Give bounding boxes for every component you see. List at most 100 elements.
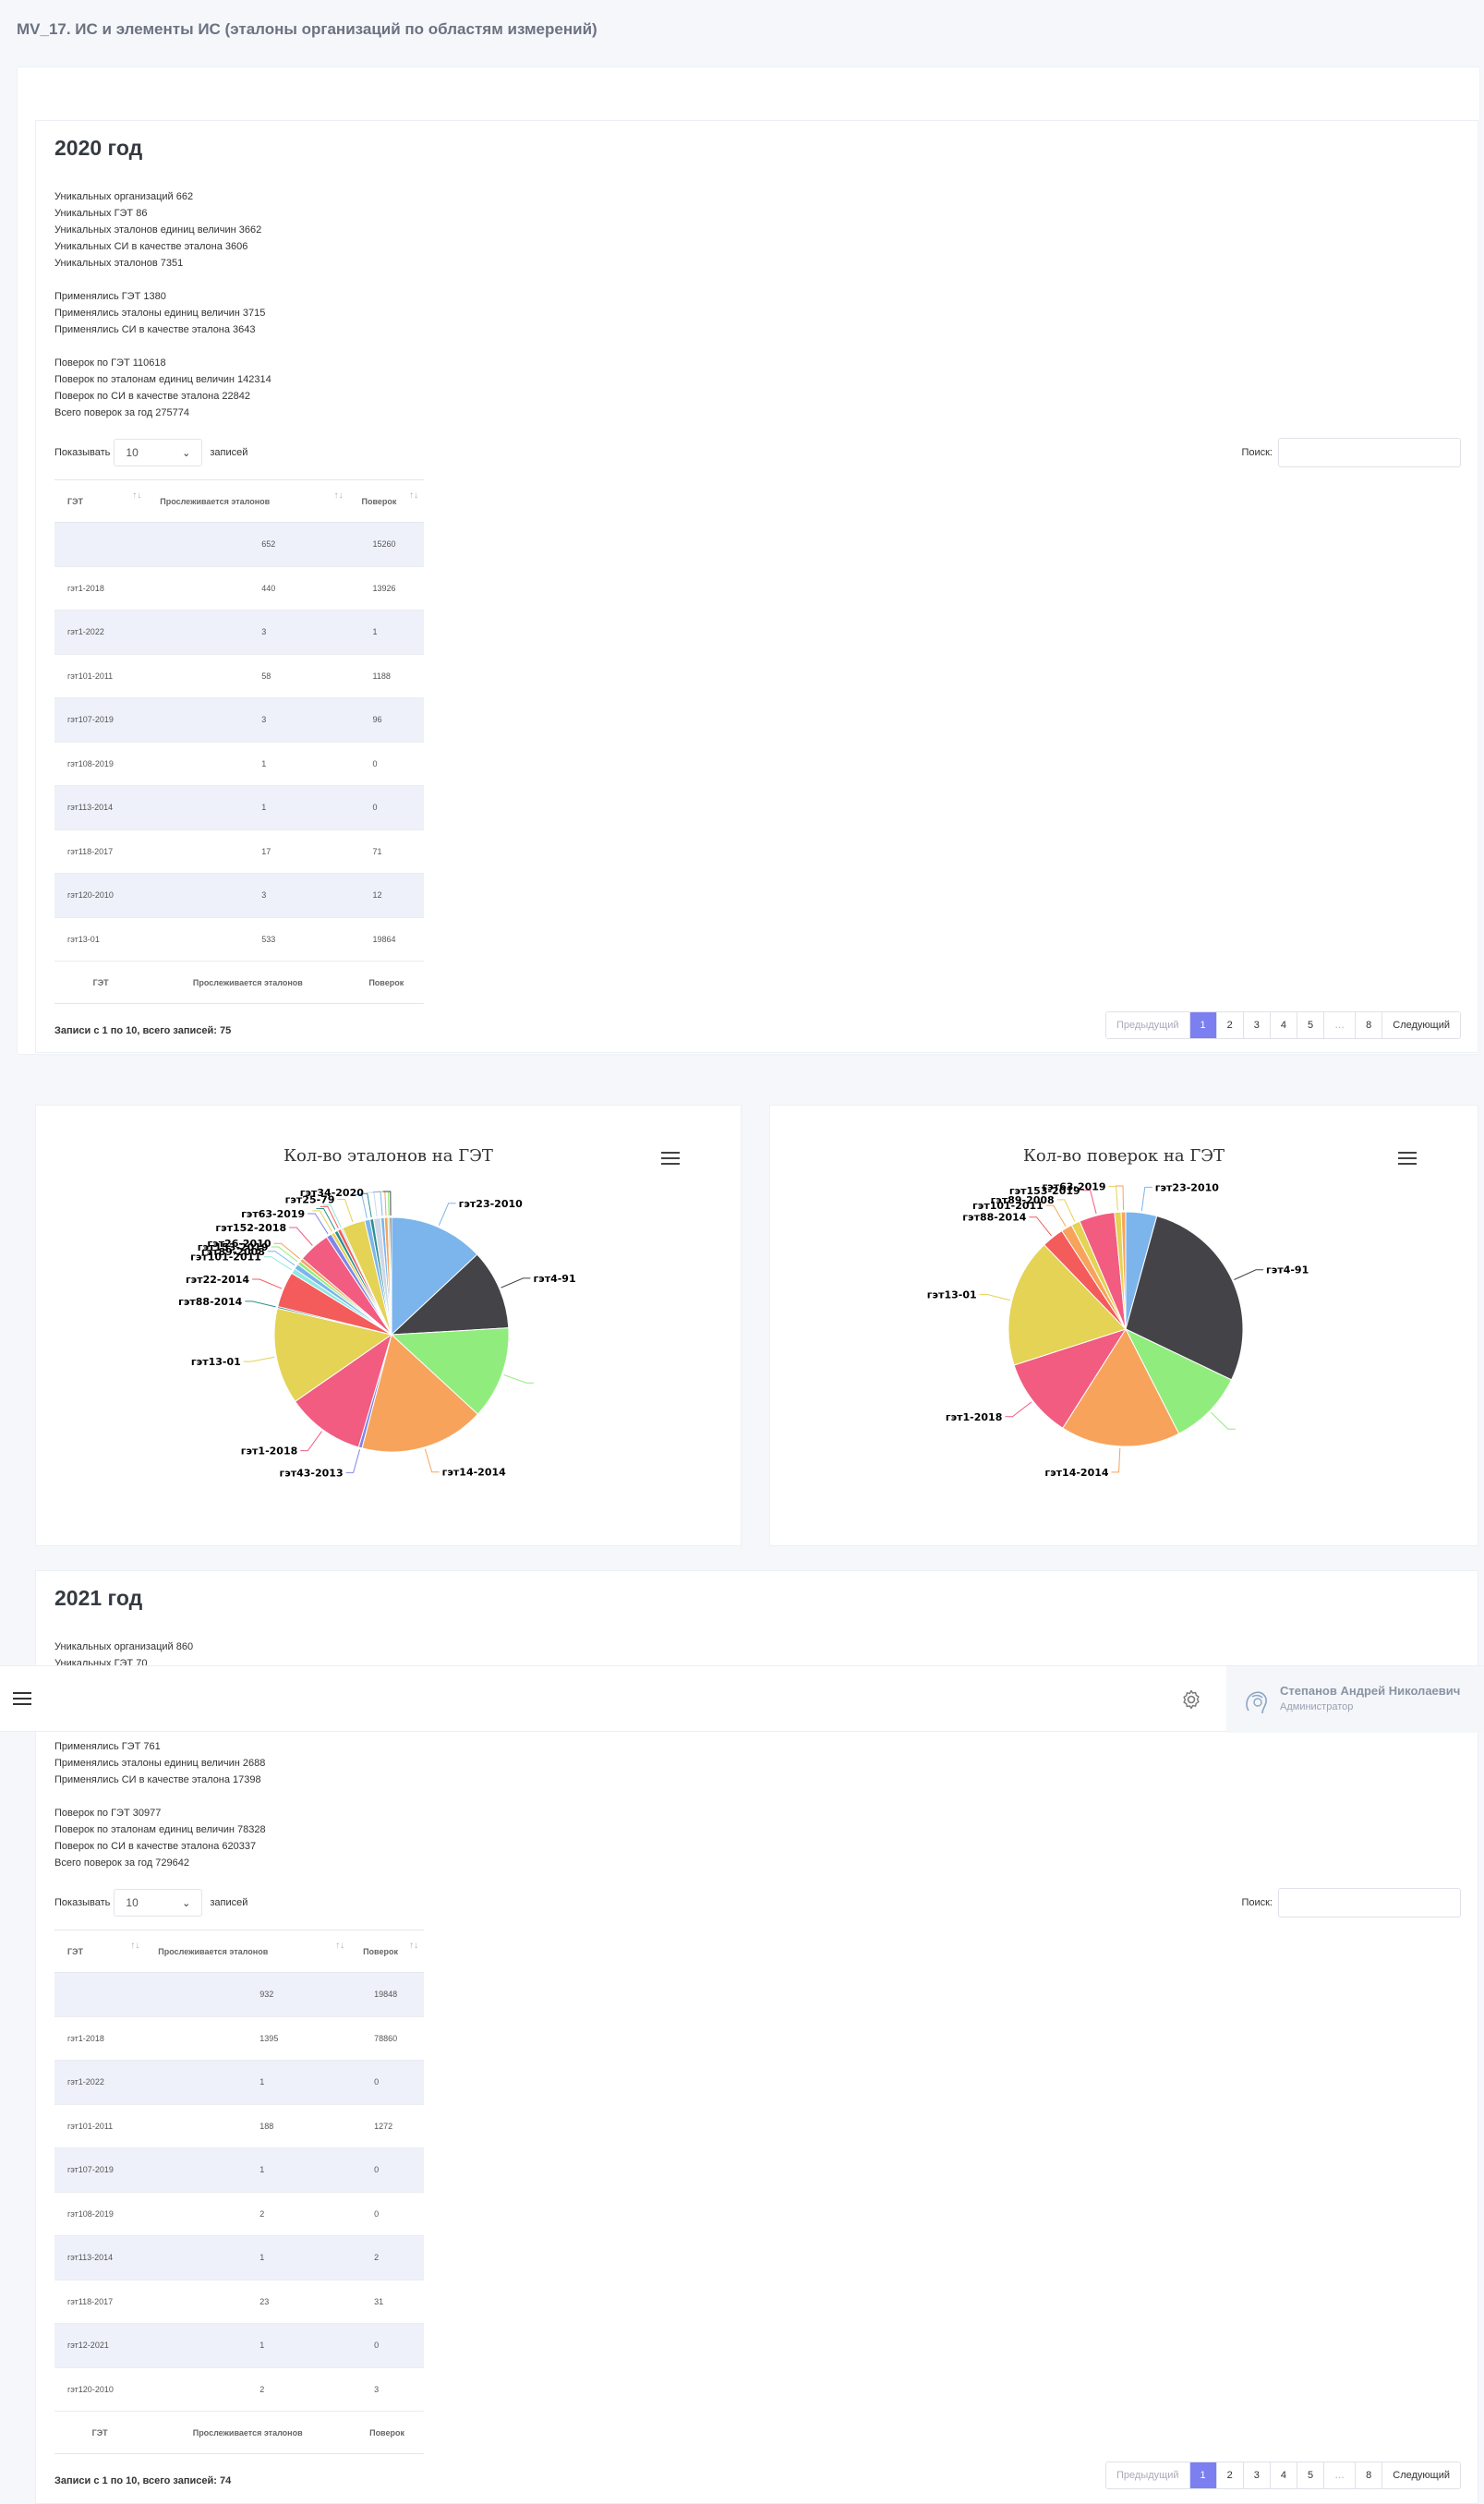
page-length-select[interactable]: 10 ⌄ <box>114 439 203 466</box>
page-button[interactable]: 4 <box>1270 1012 1297 1038</box>
stat-line: Применялись ГЭТ 1380 <box>54 291 166 302</box>
page-button[interactable]: 2 <box>1216 1012 1244 1038</box>
pie-slice[interactable] <box>1120 1211 1127 1330</box>
next-button[interactable]: Следующий <box>1382 1012 1460 1038</box>
table-row[interactable]: гэт101-2011 188 1272 <box>54 2104 424 2148</box>
tracked-cell: 58 <box>147 654 349 698</box>
page-title: MV_17. ИС и элементы ИС (эталоны организ… <box>17 20 597 38</box>
gear-icon[interactable] <box>1180 1688 1202 1711</box>
table-row[interactable]: гэт1-2022 3 1 <box>54 610 424 655</box>
table-row[interactable]: гэт107-2019 3 96 <box>54 697 424 743</box>
data-table: ГЭТ ↑↓ Прослеживается эталонов ↑↓ Поверок ↑… <box>54 479 424 1004</box>
table-row[interactable]: гэт108-2019 1 0 <box>54 742 424 786</box>
prev-button[interactable]: Предыдущий <box>1106 2462 1190 2488</box>
label-connector <box>308 1213 329 1235</box>
table-row[interactable]: 652 15260 <box>54 522 424 567</box>
table-row[interactable]: гэт118-2017 23 31 <box>54 2280 424 2324</box>
col-label: ГЭТ <box>67 496 84 506</box>
pie-slice[interactable] <box>1062 1327 1180 1447</box>
page-button[interactable]: 5 <box>1297 2462 1325 2488</box>
table-row[interactable]: гэт113-2014 1 2 <box>54 2235 424 2280</box>
page-button[interactable]: 4 <box>1270 2462 1297 2488</box>
label-connector <box>1234 1269 1264 1280</box>
get-cell: гэт13-01 <box>54 917 148 962</box>
table-row[interactable]: гэт120-2010 3 12 <box>54 873 424 918</box>
table-body: 652 15260 гэт1-2018 440 13926 гэт1-2022 3 1 гэт1… <box>54 522 424 962</box>
data-label: гэт25-79 <box>285 1193 335 1205</box>
table-row[interactable]: гэт13-01 533 19864 <box>54 917 424 962</box>
search-input[interactable] <box>1278 1888 1461 1917</box>
table-row[interactable]: гэт113-2014 1 0 <box>54 785 424 830</box>
page-button[interactable]: 8 <box>1356 2462 1383 2488</box>
table-row[interactable]: гэт120-2010 2 3 <box>54 2367 424 2412</box>
table-row[interactable]: 932 19848 <box>54 1972 424 2017</box>
table-row[interactable]: гэт1-2018 440 13926 <box>54 566 424 611</box>
pie-slice[interactable] <box>389 1216 392 1336</box>
chart-menu-icon[interactable] <box>661 1152 680 1165</box>
label-connector <box>424 1448 440 1473</box>
label-connector <box>1045 1204 1067 1227</box>
stat-line: Поверок по эталонам единиц величин 14231… <box>54 374 271 385</box>
pie-slice[interactable] <box>294 1333 392 1448</box>
stat-line: Всего поверок за год 729642 <box>54 1857 189 1869</box>
table-row[interactable]: гэт12-2021 1 0 <box>54 2323 424 2368</box>
label-connector <box>263 1256 293 1271</box>
data-label: гэт43-2013 <box>279 1467 343 1479</box>
column-header-get[interactable]: ГЭТ ↑↓ <box>54 479 148 523</box>
prev-button[interactable]: Предыдущий <box>1106 1012 1190 1038</box>
tracked-cell: 1 <box>145 2323 351 2368</box>
page-button[interactable]: 8 <box>1356 1012 1383 1038</box>
label-connector <box>1005 1401 1032 1418</box>
pie-slice[interactable] <box>1125 1215 1244 1381</box>
checks-cell: 0 <box>348 785 424 830</box>
column-header-tracked[interactable]: Прослеживается эталонов ↑↓ <box>145 1929 351 1973</box>
label-connector <box>271 1246 298 1263</box>
table-body: 932 19848 гэт1-2018 1395 78860 гэт1-2022 1 0 гэт… <box>54 1972 424 2412</box>
chart-menu-icon[interactable] <box>1398 1152 1417 1165</box>
table-row[interactable]: гэт118-2017 17 71 <box>54 829 424 874</box>
pie-slice[interactable] <box>390 1327 510 1415</box>
page-button[interactable]: 5 <box>1297 1012 1325 1038</box>
pie-slice[interactable] <box>1007 1243 1127 1366</box>
stat-line: Поверок по ГЭТ 30977 <box>54 1808 162 1819</box>
table-row[interactable]: гэт1-2018 1395 78860 <box>54 2016 424 2061</box>
label-connector <box>252 1278 283 1289</box>
pie-slice[interactable] <box>390 1253 510 1336</box>
search-label: Поиск: <box>1241 447 1273 458</box>
label-connector <box>1111 1447 1121 1473</box>
sidebar-strip <box>0 65 17 2504</box>
page-button[interactable]: 1 <box>1189 1012 1217 1038</box>
pie-slice[interactable] <box>273 1307 393 1403</box>
pie-slice[interactable] <box>391 1216 478 1337</box>
show-label: Показывать <box>54 1897 111 1908</box>
page-button[interactable]: 2 <box>1216 2462 1244 2488</box>
pie-slice[interactable] <box>1124 1327 1233 1434</box>
page-length-select[interactable]: 10 ⌄ <box>114 1889 203 1917</box>
table-row[interactable]: гэт107-2019 1 0 <box>54 2147 424 2193</box>
search-input[interactable] <box>1278 438 1461 467</box>
table-row[interactable]: гэт108-2019 2 0 <box>54 2192 424 2236</box>
page-button[interactable]: 3 <box>1243 2462 1271 2488</box>
page-button[interactable]: 1 <box>1189 2462 1217 2488</box>
column-header-checks[interactable]: Поверок ↑↓ <box>350 1929 424 1973</box>
sort-icon: ↑↓ <box>409 490 418 501</box>
user-menu[interactable]: Степанов Андрей Николаевич Администратор <box>1226 1666 1484 1733</box>
next-button[interactable]: Следующий <box>1382 2462 1460 2488</box>
pie-slice[interactable] <box>361 1334 479 1453</box>
checks-cell: 2 <box>350 2235 424 2280</box>
label-connector <box>312 1210 332 1232</box>
col-label: Поверок <box>363 1946 398 1956</box>
label-connector <box>345 1449 361 1473</box>
page-button[interactable]: 3 <box>1243 1012 1271 1038</box>
table-row[interactable]: гэт101-2011 58 1188 <box>54 654 424 698</box>
table-row[interactable]: гэт1-2022 1 0 <box>54 2060 424 2105</box>
pie-slice[interactable] <box>1013 1328 1128 1429</box>
stat-line: Уникальных организаций 662 <box>54 191 194 202</box>
sort-icon: ↑↓ <box>132 490 142 501</box>
column-header-get[interactable]: ГЭТ ↑↓ <box>54 1929 146 1973</box>
column-header-checks[interactable]: Поверок ↑↓ <box>348 479 424 523</box>
data-label: гэт13-01 <box>927 1288 977 1300</box>
column-header-tracked[interactable]: Прослеживается эталонов ↑↓ <box>147 479 349 523</box>
checks-cell: 0 <box>350 2192 424 2236</box>
hamburger-menu-icon[interactable] <box>13 1692 31 1705</box>
